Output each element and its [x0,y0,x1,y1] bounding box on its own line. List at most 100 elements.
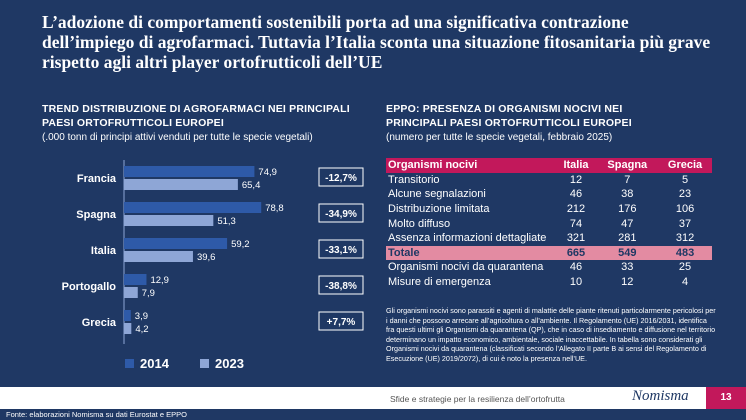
bar-francia-2014 [124,166,255,177]
table-cell: Transitorio [388,173,440,186]
change-box-grecia [318,311,364,331]
table-header-italia: Italia [555,158,597,173]
change-label-francia: -12,7% [325,173,357,184]
bar-portogallo-2023 [124,287,138,298]
table-cell: 12 [569,173,583,186]
footer-text: Sfide e strategie per la resilienza dell… [390,394,565,404]
table-row: Alcune segnalazioni 46 38 23 [386,187,712,202]
data-label-portogallo-2014: 12,9 [150,275,169,286]
change-box-italia [318,239,364,259]
change-box-francia [318,167,364,187]
table-cell: 25 [678,261,692,274]
legend-label-2023: 2023 [215,356,244,371]
table-cell: 312 [675,232,695,245]
table-cell: 549 [596,245,659,261]
table-cell: Misure di emergenza [388,276,491,289]
table-cell: 106 [675,203,695,216]
change-label-spagna: -34,9% [325,209,357,220]
category-label-italia: Italia [91,245,117,257]
table-cell: 47 [621,217,634,230]
table-cell: 321 [566,232,586,245]
table-cell: 12 [621,276,634,289]
table-title-line-2: PRINCIPALI PAESI ORTOFRUTTICOLI EUROPEI [386,117,632,129]
table-header-row: Organismi nocivi Italia Spagna Grecia [386,158,712,173]
table-row: Organismi nocivi da quarantena 46 33 25 [386,260,712,275]
table-cell: 33 [621,261,634,274]
data-label-francia-2023: 65,4 [242,180,260,191]
change-box-portogallo [318,275,364,295]
table-title: EPPO: PRESENZA DI ORGANISMI NOCIVI NEI P… [386,102,632,130]
nomisma-logo: Nomisma [632,388,689,404]
category-label-portogallo: Portogallo [62,281,117,293]
data-label-italia-2023: 39,6 [197,252,216,263]
data-label-francia-2014: 74,9 [258,167,277,178]
change-label-portogallo: -38,8% [325,281,357,292]
chart-title-line-2: PAESI ORTOFRUTTICOLI EUROPEI [42,117,224,129]
table-cell: 665 [555,245,597,261]
category-label-grecia: Grecia [82,317,117,329]
category-label-spagna: Spagna [76,209,117,221]
table-subtitle: (numero per tutte le specie vegetali, fe… [386,132,613,143]
table-cell: 23 [678,188,692,201]
bar-portogallo-2014 [124,274,147,285]
table-total-row: Totale 665 549 483 [386,245,712,261]
chart-title: TREND DISTRIBUZIONE DI AGROFARMACI NEI P… [42,102,350,130]
table-row: Assenza informazioni dettagliate 321 281… [386,231,712,246]
bar-francia-2023 [124,179,238,190]
page-title: L’adozione di comportamenti sostenibili … [42,12,711,72]
agrochemicals-bar-chart: Francia 74,9 65,4 -12,7% Spagna 78,8 51,3 -34,9… [62,160,364,344]
table-header-spagna: Spagna [596,158,659,173]
category-label-francia: Francia [77,173,117,185]
eppo-table: Organismi nocivi Italia Spagna Grecia Tr… [386,158,712,289]
data-label-portogallo-2023: 7,9 [142,288,155,299]
data-label-grecia-2023: 4,2 [135,324,148,335]
table-cell: 176 [618,203,637,216]
table-cell: 74 [569,217,583,230]
change-label-italia: -33,1% [325,245,357,256]
footer-bar [0,387,746,409]
table-cell: Molto diffuso [388,217,451,230]
table-cell: Distribuzione limitata [388,203,490,216]
bar-spagna-2023 [124,215,214,226]
data-label-grecia-2014: 3,9 [135,311,148,322]
page-number: 13 [706,387,746,409]
table-cell: 38 [621,188,634,201]
legend-item-2023: 2023 [200,356,244,371]
bar-italia-2014 [124,238,228,249]
table-cell: 46 [569,188,583,201]
table-row: Transitorio 12 7 5 [386,173,712,188]
table-cell: Assenza informazioni dettagliate [388,232,547,245]
chart-subtitle: (.000 tonn di principi attivi venduti pe… [42,132,313,143]
data-label-spagna-2023: 51,3 [217,216,236,227]
change-label-grecia: +7,7% [327,317,356,328]
table-row: Misure di emergenza 10 12 4 [386,275,712,290]
table-row: Molto diffuso 74 47 37 [386,216,712,231]
table-cell: 10 [569,276,583,289]
table-header-organismi: Organismi nocivi [386,158,556,173]
legend-item-2014: 2014 [125,356,169,371]
data-label-italia-2014: 59,2 [231,239,250,250]
source-note: Fonte: elaborazioni Nomisma su dati Euro… [6,410,187,419]
data-label-spagna-2014: 78,8 [265,203,284,214]
legend-label-2014: 2014 [140,356,169,371]
chart-title-line-1: TREND DISTRIBUZIONE DI AGROFARMACI NEI P… [42,103,350,115]
table-cell: 212 [566,203,586,216]
table-cell: Organismi nocivi da quarantena [388,261,544,274]
bar-italia-2023 [124,251,193,262]
bar-spagna-2014 [124,202,262,213]
table-cell: Alcune segnalazioni [388,188,486,201]
change-box-spagna [318,203,364,223]
table-cell: 4 [681,276,689,289]
legend-swatch-2023 [200,359,209,368]
table-cell: Totale [386,245,556,261]
table-note: Gli organismi nocivi sono parassiti e ag… [386,306,716,363]
table-header-grecia: Grecia [658,158,712,173]
table-cell: 483 [658,245,712,261]
bar-grecia-2014 [124,310,131,321]
bar-grecia-2023 [124,323,132,334]
table-cell: 281 [618,232,637,245]
table-cell: 37 [678,217,692,230]
table-row: Distribuzione limitata 212 176 106 [386,202,712,217]
table-cell: 7 [624,173,631,186]
table-cell: 5 [681,173,689,186]
